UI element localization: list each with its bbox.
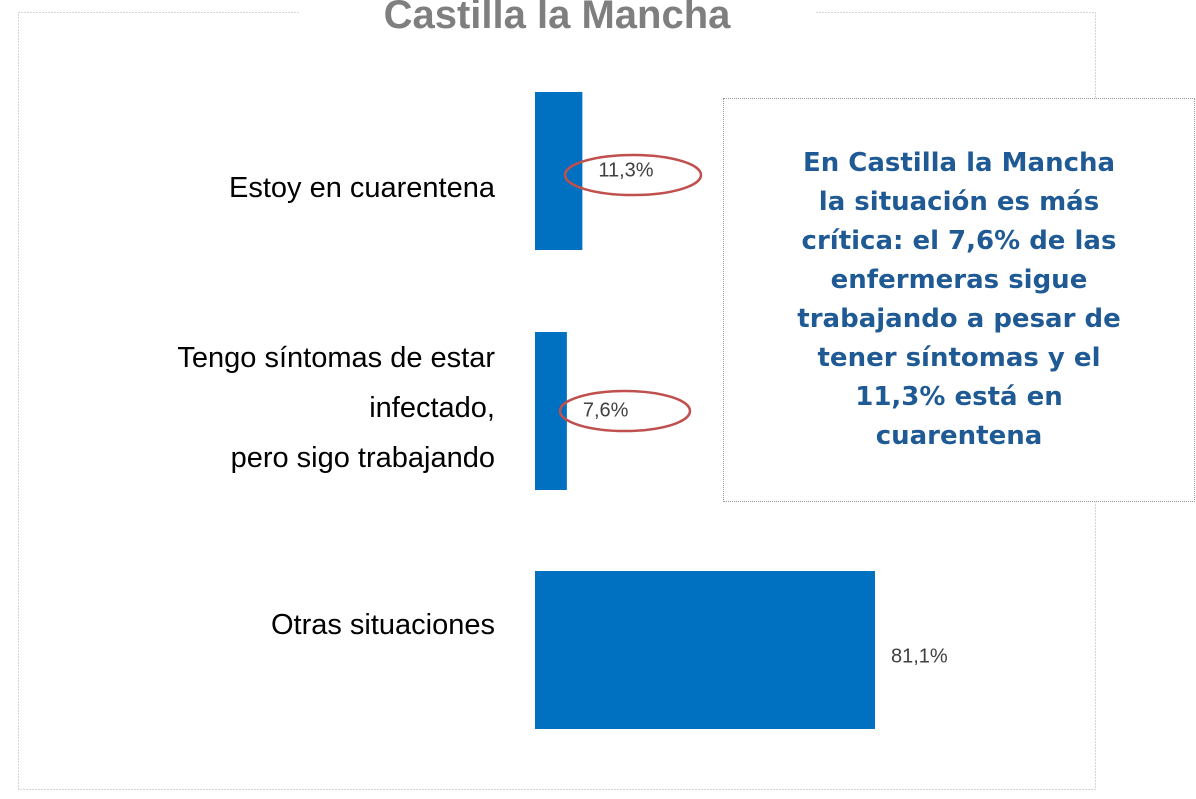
annotation: En Castilla la Mancha la situación es má…: [723, 98, 1195, 502]
bar: [535, 332, 567, 490]
category-label: Estoy en cuarentena: [228, 172, 495, 204]
value-label: 11,3%: [598, 159, 653, 181]
highlight-ellipse: [558, 389, 692, 433]
category-label: Otras situaciones: [270, 609, 495, 641]
highlight-ellipse: [563, 153, 703, 197]
bar: [535, 92, 583, 250]
chart-title: Castilla la Mancha: [384, 0, 732, 37]
value-label: 7,6%: [583, 399, 629, 421]
title-backdrop: [300, 0, 815, 40]
category-label: Tengo síntomas de estar infectado, pero …: [177, 342, 495, 474]
value-label: 81,1%: [891, 645, 948, 667]
bar: [535, 571, 875, 729]
